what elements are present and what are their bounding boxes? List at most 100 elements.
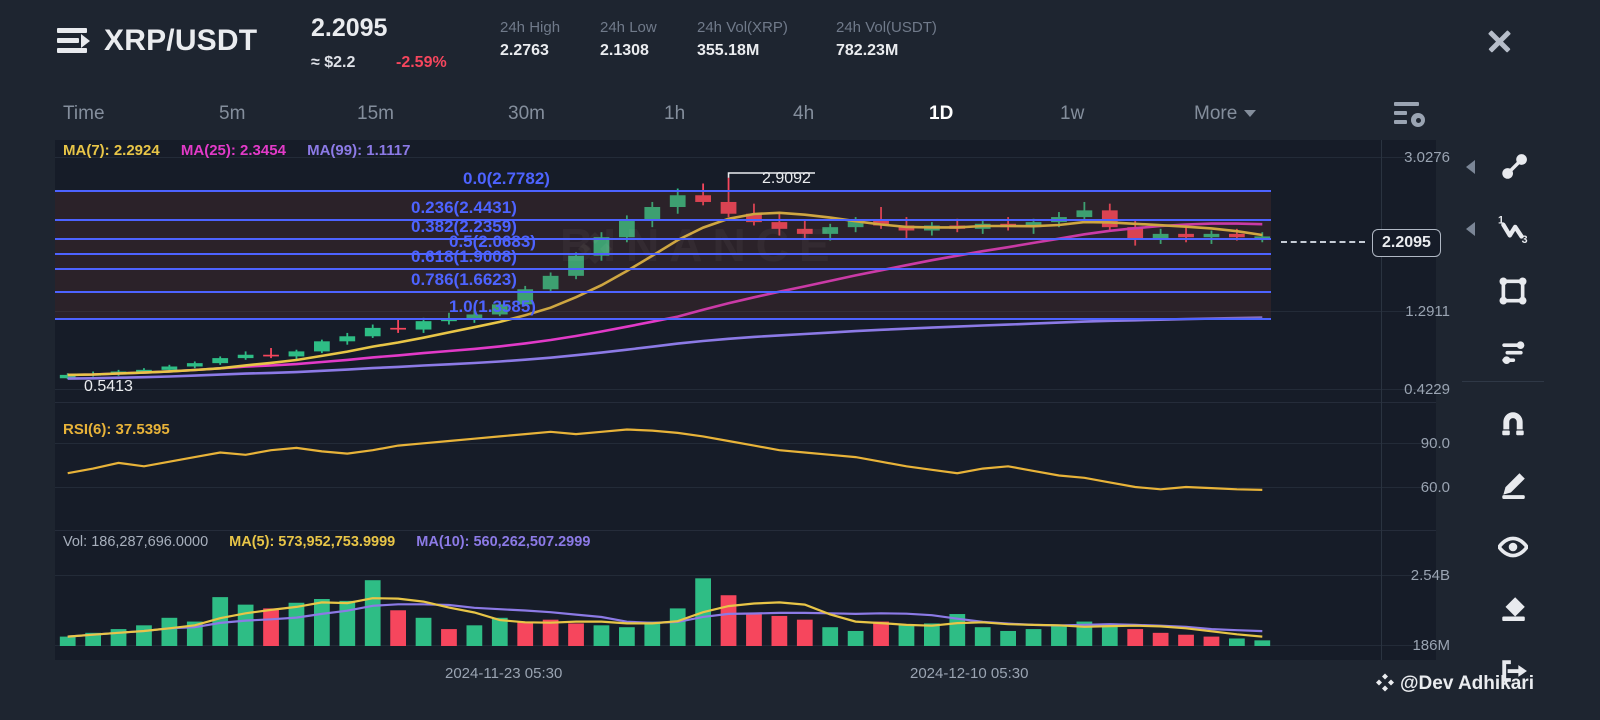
shapes-tool[interactable]: [1484, 264, 1548, 320]
candle-body: [136, 369, 152, 372]
fibonacci-level-line[interactable]: [55, 253, 1271, 255]
timeframe-30m[interactable]: 30m: [508, 92, 545, 136]
candle-body: [542, 275, 559, 290]
legend-rsi: RSI(6): 37.5395: [63, 421, 170, 438]
stat-value: 782.23M: [836, 42, 899, 59]
candle-body: [720, 201, 737, 214]
candle-body: [186, 363, 203, 367]
price-axis-tick: 3.0276: [1404, 149, 1450, 166]
candle-body: [212, 358, 229, 364]
timeframe-1d[interactable]: 1D: [929, 92, 953, 136]
legend-vol: Vol: 186,287,696.0000: [63, 534, 209, 550]
candle-body: [618, 220, 635, 238]
volume-bar: [466, 625, 483, 646]
volume-series: [59, 578, 1271, 646]
brand-handle-text: @Dev Adhikari: [1400, 673, 1534, 694]
timeframe-label: 5m: [219, 103, 246, 124]
timeframe-15m[interactable]: 15m: [357, 92, 394, 136]
candle-body: [568, 255, 584, 276]
stat-value: 2.1308: [600, 42, 649, 59]
time-axis[interactable]: 2024-11-23 05:30 2024-12-10 05:30: [55, 660, 1436, 692]
chevron-left-icon[interactable]: [1466, 160, 1475, 174]
candle-body: [873, 220, 889, 226]
price-axis-tick: 186M: [1412, 637, 1450, 654]
chart-canvas[interactable]: [55, 140, 1436, 660]
fibonacci-level-line[interactable]: [55, 268, 1271, 270]
time-axis-label: 2024-12-10 05:30: [910, 665, 1029, 682]
candle-body: [1127, 227, 1144, 239]
volume-legend: Vol: 186,287,696.0000 MA(5): 573,952,753…: [63, 534, 607, 550]
close-icon[interactable]: [1484, 26, 1514, 56]
pencil-icon: [1502, 473, 1525, 500]
volume-bar: [974, 627, 991, 646]
exit-tool[interactable]: [1484, 644, 1548, 700]
timeframe-label: 1h: [664, 103, 686, 124]
timeframe-label: More: [1194, 103, 1238, 124]
current-price-dashed-line: [1281, 241, 1365, 243]
timeframe-1w[interactable]: 1w: [1060, 92, 1084, 136]
legend-ma99: MA(99): 1.1117: [307, 142, 411, 159]
volume-bar: [1000, 630, 1017, 646]
chevron-left-icon[interactable]: [1466, 222, 1475, 236]
eraser-tool[interactable]: [1484, 582, 1548, 638]
magnet-tool[interactable]: [1484, 396, 1548, 452]
volume-bar: [771, 615, 788, 646]
timeframe-time[interactable]: Time: [63, 92, 105, 136]
chart-series-layer: [59, 172, 1271, 646]
stat-value: 355.18M: [697, 42, 760, 59]
volume-bar: [59, 636, 76, 646]
high-marker-line: [727, 172, 815, 178]
fibonacci-level-line[interactable]: [55, 190, 1271, 192]
candle-body: [771, 222, 788, 229]
volume-bar: [847, 630, 864, 646]
rsi-legend: RSI(6): 37.5395: [63, 421, 187, 438]
candle-body: [491, 304, 508, 315]
candle-body: [822, 227, 839, 234]
fibonacci-level-line[interactable]: [55, 318, 1271, 320]
candle-body: [441, 319, 457, 322]
candlestick-series: [59, 177, 1271, 380]
price-axis-tick: 90.0: [1420, 435, 1450, 452]
timeframe-4h[interactable]: 4h: [793, 92, 814, 136]
candle-body: [263, 354, 279, 357]
fibonacci-level-line[interactable]: [55, 238, 1271, 240]
volume-bar: [415, 617, 432, 646]
timeframe-more[interactable]: More: [1194, 92, 1257, 136]
timeframe-5m[interactable]: 5m: [219, 92, 245, 136]
candle-body: [669, 195, 686, 208]
candle-body: [796, 228, 813, 234]
page-title: XRP/USDT: [104, 24, 258, 57]
volume-bar: [720, 595, 737, 646]
candle-body: [1254, 236, 1271, 239]
visibility-tool[interactable]: [1484, 520, 1548, 576]
volume-bar: [923, 623, 940, 646]
svg-text:3: 3: [1522, 234, 1528, 244]
fibonacci-level-line[interactable]: [55, 219, 1271, 221]
draw-tool[interactable]: [1484, 458, 1548, 514]
candle-body: [339, 336, 356, 342]
legend-ma25: MA(25): 2.3454: [180, 142, 286, 159]
toolbar-divider: [1462, 381, 1544, 382]
current-price-tag: 2.2095: [1372, 229, 1441, 257]
chart-settings-icon[interactable]: [1394, 100, 1426, 128]
volume-bar: [644, 621, 661, 646]
volume-bar: [1101, 623, 1118, 646]
volume-bar: [542, 619, 559, 646]
price-axis-divider: [1381, 140, 1382, 660]
legend-ma7: MA(7): 2.2924: [63, 142, 160, 159]
fibonacci-level-label: 0.618(1.9008): [411, 247, 517, 266]
position-tool[interactable]: [1484, 326, 1548, 382]
price-axis[interactable]: 3.0276 1.2911 0.4229 90.0 60.0 2.54B 186M: [1382, 140, 1462, 660]
candle-body: [1228, 233, 1245, 238]
candle-body: [466, 314, 483, 320]
hamburger-menu-icon[interactable]: [57, 26, 91, 56]
candle-body: [237, 354, 254, 359]
legend-volma5: MA(5): 573,952,753.9999: [229, 534, 396, 550]
fibonacci-level-line[interactable]: [55, 291, 1271, 293]
last-price: 2.2095: [311, 14, 388, 42]
timeframe-1h[interactable]: 1h: [664, 92, 685, 136]
trendline-tool[interactable]: [1466, 140, 1548, 196]
volume-bar: [390, 610, 407, 646]
